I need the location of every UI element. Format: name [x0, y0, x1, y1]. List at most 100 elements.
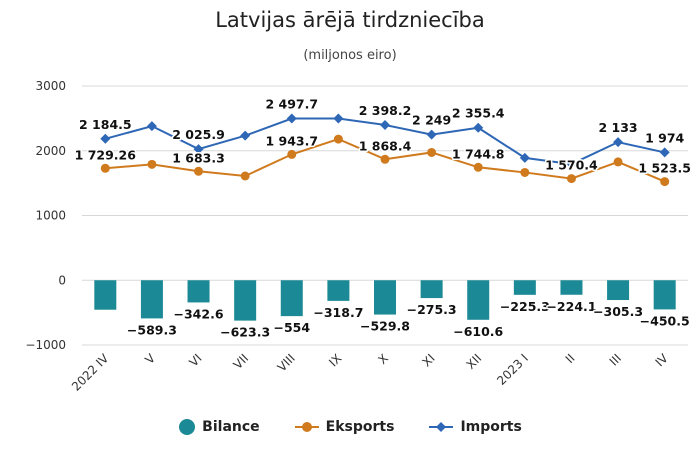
x-tick-label: VII [231, 351, 252, 372]
point-eksports [427, 147, 437, 157]
data-label-imports: 2 184.5 [79, 117, 132, 132]
point-eksports [473, 162, 483, 172]
x-tick-label: III [607, 351, 624, 368]
x-tick-label: VI [186, 351, 204, 369]
legend-item-imports[interactable]: Imports [428, 418, 522, 436]
point-eksports [380, 154, 390, 164]
data-label-eksports: 1 729.26 [75, 147, 137, 162]
point-imports [240, 130, 251, 141]
x-tick-label: 2023 I [494, 351, 531, 388]
data-label-eksports: 1 683.3 [172, 150, 225, 165]
data-label-bilance: −610.6 [453, 324, 503, 339]
bar-bilance [187, 280, 210, 303]
x-tick-label: XI [420, 351, 438, 369]
x-tick-label: X [375, 351, 391, 367]
data-label-eksports: 1 570.4 [545, 158, 598, 173]
point-eksports [613, 157, 623, 167]
bar-bilance [94, 280, 117, 310]
data-label-bilance: −305.3 [593, 304, 643, 319]
y-tick-label: 2000 [35, 144, 66, 158]
data-label-bilance: −225.3 [500, 299, 550, 314]
data-label-imports: 2 133 [598, 120, 637, 135]
line-layer [100, 113, 670, 187]
legend-eksports-marker-icon [294, 422, 319, 432]
bar-bilance [560, 280, 583, 295]
bar-bilance [653, 280, 676, 310]
data-label-imports: 2 497.7 [265, 97, 318, 112]
x-tick-label: 2022 IV [69, 351, 112, 394]
chart-title: Latvijas ārējā tirdzniecība [215, 8, 485, 32]
data-label-imports: 2 398.2 [359, 103, 412, 118]
data-label-bilance: −318.7 [313, 305, 363, 320]
data-label-imports: 2 355.4 [452, 106, 505, 121]
bar-layer [94, 280, 676, 321]
point-eksports [520, 167, 530, 177]
legend-item-eksports[interactable]: Eksports [294, 418, 395, 436]
data-label-imports: 1 974 [645, 130, 684, 145]
legend-bilance-label: Bilance [202, 419, 260, 435]
bar-bilance [140, 280, 163, 319]
bar-bilance [607, 280, 630, 301]
point-imports [426, 129, 437, 140]
point-eksports [287, 149, 297, 159]
legend-imports-label: Imports [460, 419, 522, 435]
point-eksports [147, 159, 157, 169]
bar-bilance [467, 280, 490, 320]
data-label-eksports: 1 868.4 [359, 138, 412, 153]
point-eksports [240, 171, 250, 181]
point-imports [333, 113, 344, 124]
bar-bilance [327, 280, 350, 301]
legend: Bilance Eksports Imports [0, 418, 700, 436]
point-imports [566, 159, 577, 170]
point-imports [146, 121, 157, 132]
y-tick-label: 3000 [35, 79, 66, 93]
data-label-imports: 2 249 [412, 113, 451, 128]
y-tick-label: 0 [58, 273, 66, 287]
data-label-bilance: −529.8 [360, 319, 410, 334]
point-imports [380, 119, 390, 130]
point-imports [473, 122, 484, 133]
chart-subtitle: (miljonos eiro) [303, 48, 397, 63]
point-imports [659, 147, 670, 158]
x-tick-label: IV [653, 351, 672, 370]
x-tick-label: II [563, 351, 578, 366]
y-tick-label: −1000 [25, 338, 66, 352]
bar-bilance [420, 280, 443, 299]
bar-bilance [280, 280, 303, 317]
point-eksports [660, 177, 670, 187]
point-eksports [194, 166, 204, 176]
point-eksports [333, 134, 343, 144]
data-label-eksports: 1 523.5 [638, 161, 691, 176]
point-eksports [100, 163, 110, 173]
bar-bilance [374, 280, 396, 315]
bar-bilance [513, 280, 536, 295]
legend-bilance-marker-icon [179, 419, 196, 435]
data-label-bilance: −554 [273, 320, 310, 335]
legend-item-bilance[interactable]: Bilance [178, 418, 260, 436]
x-tick-label: V [142, 351, 158, 367]
data-label-bilance: −275.3 [407, 302, 457, 317]
point-imports [286, 113, 297, 124]
data-label-bilance: −342.6 [174, 306, 224, 321]
data-label-bilance: −589.3 [127, 322, 177, 337]
point-imports [613, 137, 624, 148]
legend-imports-marker-icon [429, 422, 454, 432]
point-imports [519, 152, 530, 163]
data-label-bilance: −450.5 [640, 313, 690, 328]
data-label-eksports: 1 744.8 [452, 146, 505, 161]
data-label-bilance: −623.3 [220, 325, 270, 340]
x-tick-label: VIII [275, 351, 298, 374]
x-tick-label: XII [464, 351, 485, 372]
x-tick-label: IX [326, 351, 344, 369]
data-label-bilance: −224.1 [546, 299, 596, 314]
point-imports [193, 144, 204, 155]
data-label-imports: 2 025.9 [172, 127, 225, 142]
y-tick-label: 1000 [35, 209, 66, 223]
label-layer: −589.3−342.6 −623.3 −554−318.7−529.8 −275.3… [73, 95, 692, 341]
point-eksports [566, 174, 576, 184]
data-label-eksports: 1 943.7 [265, 133, 318, 148]
point-imports [100, 133, 111, 144]
legend-eksports-label: Eksports [325, 419, 395, 435]
bar-bilance [234, 280, 257, 321]
